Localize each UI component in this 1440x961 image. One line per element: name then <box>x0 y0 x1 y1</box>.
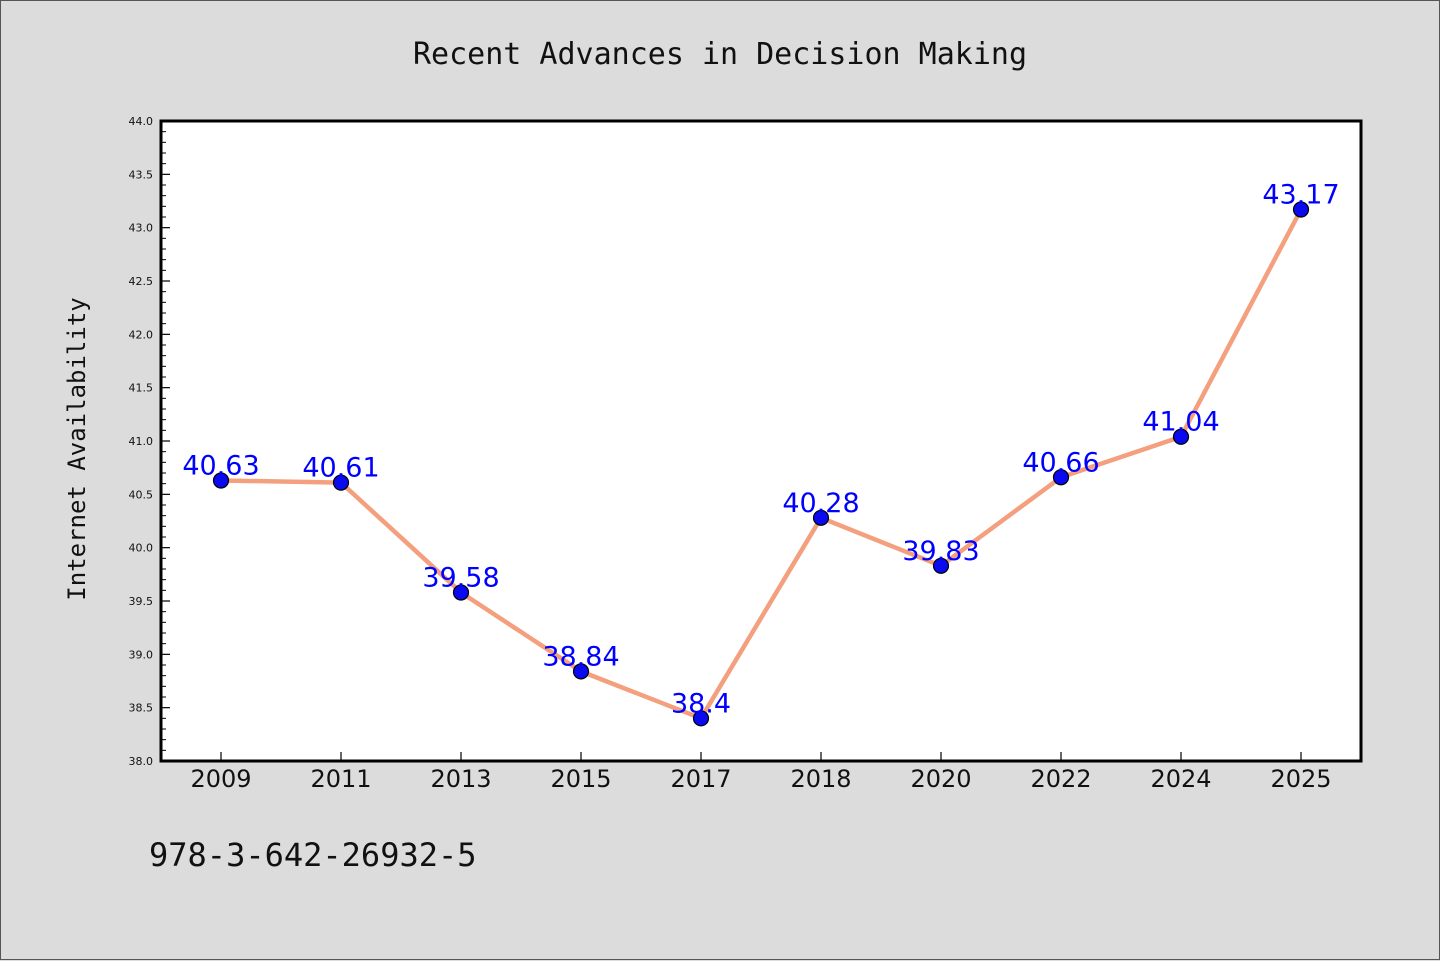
x-tick-label: 2009 <box>190 765 251 793</box>
data-label: 39.83 <box>902 536 979 567</box>
y-tick-label: 41.0 <box>129 435 154 448</box>
x-tick-label: 2011 <box>310 765 371 793</box>
y-axis: 38.0 38.5 39.0 39.5 40.0 40.5 41.0 41.5 42.0 42.5… <box>129 115 170 768</box>
chart-title: Recent Advances in Decision Making <box>413 37 1027 72</box>
data-label: 38.84 <box>542 641 619 672</box>
y-tick-label: 43.0 <box>129 222 154 235</box>
y-tick-label: 40.5 <box>129 488 154 501</box>
y-tick-label: 38.0 <box>129 755 154 768</box>
data-labels: 40.63 40.61 39.58 38.84 38.4 40.28 39.83 40.66 4… <box>182 180 1339 720</box>
x-axis: 2009 2011 2013 2015 2017 2018 2020 2022 2024 2025 <box>190 752 1332 793</box>
data-markers <box>212 201 1310 727</box>
x-tick-label: 2020 <box>910 765 971 793</box>
x-tick-label: 2017 <box>670 765 731 793</box>
y-tick-label: 39.0 <box>129 648 154 661</box>
x-tick-label: 2018 <box>790 765 851 793</box>
y-tick-label: 42.0 <box>129 328 154 341</box>
x-tick-label: 2013 <box>430 765 491 793</box>
data-point-marker <box>332 474 350 491</box>
x-tick-label: 2024 <box>1150 765 1211 793</box>
data-point-marker <box>212 472 230 489</box>
data-point-marker <box>452 584 470 601</box>
data-label: 38.4 <box>671 688 731 719</box>
y-tick-label: 39.5 <box>129 595 154 608</box>
footer-code: 978-3-642-26932-5 <box>149 836 477 874</box>
data-label: 43.17 <box>1262 180 1339 211</box>
y-tick-label: 44.0 <box>129 115 154 128</box>
data-label: 40.28 <box>782 488 859 519</box>
data-label: 41.04 <box>1142 407 1219 438</box>
data-point-marker <box>572 663 590 680</box>
data-label: 40.61 <box>302 453 379 484</box>
data-label: 40.66 <box>1022 447 1099 478</box>
y-tick-label: 43.5 <box>129 168 154 181</box>
data-point-marker <box>1052 469 1070 486</box>
data-point-marker <box>1292 201 1310 218</box>
plot-area <box>159 119 1363 763</box>
y-tick-label: 38.5 <box>129 702 154 715</box>
y-tick-label: 42.5 <box>129 275 154 288</box>
y-tick-label: 41.5 <box>129 382 154 395</box>
data-point-marker <box>692 710 710 727</box>
data-point-marker <box>812 509 830 526</box>
series-line <box>218 207 1304 721</box>
data-label: 39.58 <box>422 562 499 593</box>
x-tick-label: 2025 <box>1270 765 1331 793</box>
data-point-marker <box>1172 428 1190 445</box>
y-axis-label: Internet Availability <box>63 297 91 600</box>
x-tick-label: 2022 <box>1030 765 1091 793</box>
x-tick-label: 2015 <box>550 765 611 793</box>
data-label: 40.63 <box>182 450 259 481</box>
y-tick-label: 40.0 <box>129 542 154 555</box>
data-point-marker <box>932 557 950 574</box>
